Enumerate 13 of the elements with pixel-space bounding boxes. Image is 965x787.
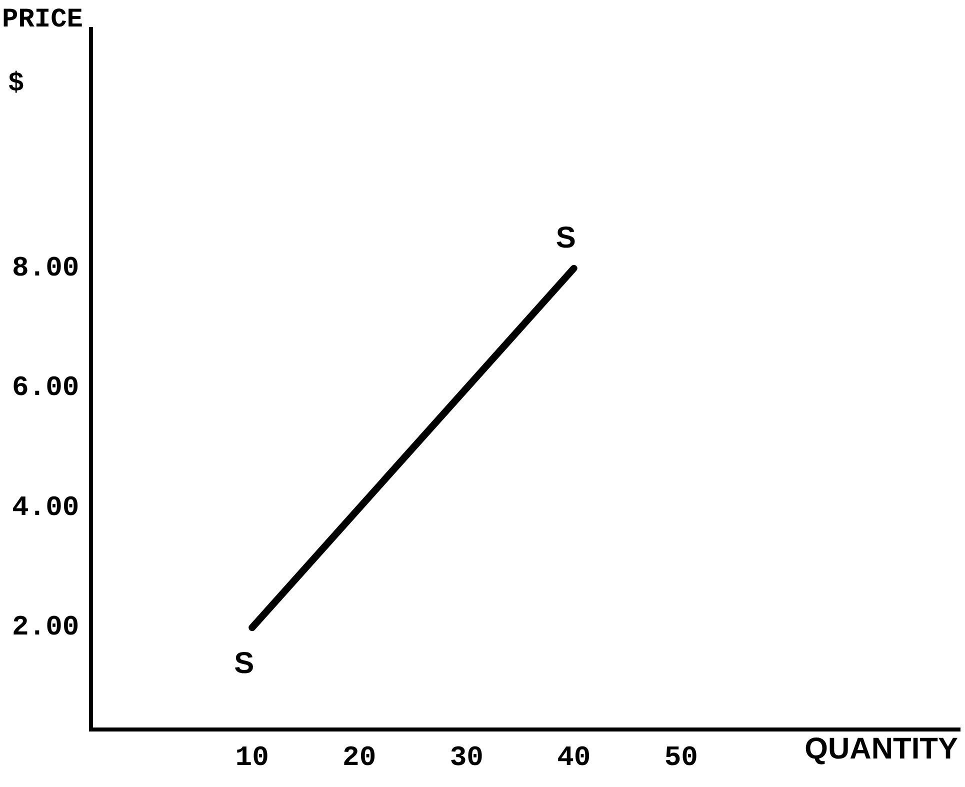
x-tick-label: 50 xyxy=(664,743,698,774)
annotation: S xyxy=(234,646,254,680)
y-tick-label: 8.00 xyxy=(12,253,80,284)
x-tick-label: 30 xyxy=(450,743,484,774)
y-tick-label: 2.00 xyxy=(12,612,80,644)
x-tick-label: 10 xyxy=(235,743,269,774)
y-tick-label: 4.00 xyxy=(12,492,80,524)
text: PRICE $ xyxy=(2,5,84,100)
x-axis-title: QUANTITY xyxy=(804,732,958,766)
y-tick-label: 6.00 xyxy=(12,373,80,404)
x-tick-label: 40 xyxy=(557,743,591,774)
x-tick-label: 20 xyxy=(342,743,376,774)
annotation: S xyxy=(556,222,576,255)
